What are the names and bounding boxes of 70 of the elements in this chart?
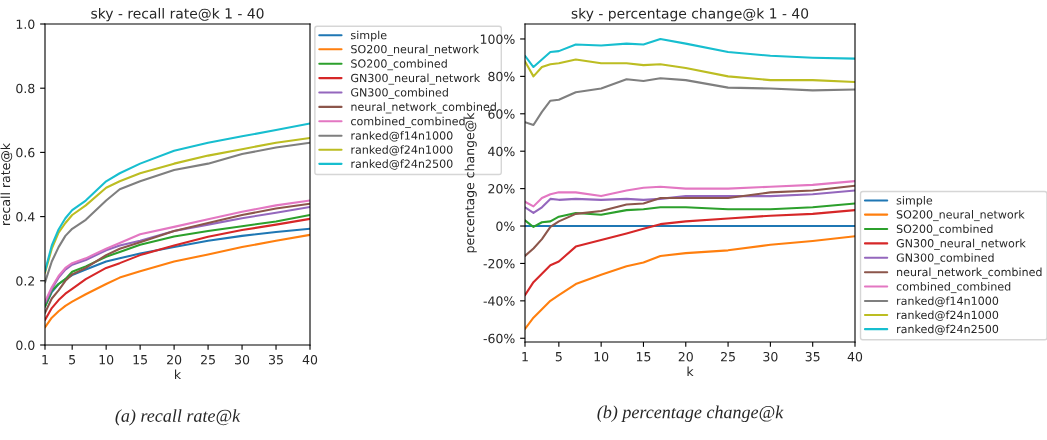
line-series (525, 58, 855, 84)
x-tick-label: 1 (42, 355, 48, 365)
line-series (525, 209, 855, 297)
y-tick-label: 1.0 (16, 19, 35, 29)
chart-title: sky - percentage change@k 1 - 40 (571, 7, 809, 22)
x-tick-label: 15 (636, 352, 651, 362)
y-axis-title: recall rate@k (0, 142, 13, 225)
x-tick-label: 5 (555, 352, 562, 362)
legend-label: ranked@f14n1000 (897, 296, 999, 307)
y-tick-label: -40% (483, 296, 515, 306)
line-series (525, 189, 855, 214)
x-tick-label: 40 (847, 351, 863, 362)
legend-label: SO200_neural_network (896, 210, 1025, 222)
x-tick-label: 25 (721, 351, 735, 362)
x-tick-label: 15 (133, 355, 147, 365)
legend-label: SO200_neural_network (351, 44, 480, 56)
x-tick-label: 10 (594, 351, 609, 362)
legend-label: ranked@f24n1000 (897, 310, 999, 321)
x-tick-label: 20 (678, 351, 693, 362)
line-series (525, 184, 855, 257)
line-series (525, 202, 855, 228)
line-series (525, 37, 855, 69)
x-tick-label: 30 (235, 354, 250, 365)
x-tick-label: 40 (302, 354, 318, 365)
legend-label: combined_combined (351, 116, 465, 128)
text: (a) recall rate@k (115, 409, 241, 426)
y-tick-label: 0.2 (16, 276, 35, 286)
legend-label: ranked@f24n2500 (351, 159, 453, 170)
y-tick-label: 0.0 (16, 340, 35, 350)
x-tick-label: 30 (763, 351, 778, 362)
legend-label: simple (896, 195, 933, 207)
y-axis-title: percentage change@k (464, 112, 477, 253)
legend-label: GN300_combined (896, 253, 994, 265)
line-series (525, 180, 855, 208)
y-tick-label: -20% (483, 258, 515, 269)
legend-label: GN300_neural_network (351, 73, 481, 85)
y-tick-label: 80% (488, 71, 515, 82)
x-tick-label: 35 (269, 354, 283, 365)
line-series (45, 217, 310, 321)
legend-label: ranked@f24n1000 (351, 145, 453, 156)
y-tick-label: 100% (480, 34, 515, 44)
x-tick-label: 5 (69, 355, 76, 365)
legend-label: combined_combined (896, 282, 1011, 294)
x-tick-label: 20 (167, 354, 182, 365)
legend-label: SO200_combined (896, 224, 993, 236)
chart-title: sky - recall rate@k 1 - 40 (91, 7, 264, 22)
x-tick-label: 1 (522, 352, 528, 362)
y-tick-label: 0.6 (16, 147, 35, 158)
y-tick-label: 40% (488, 146, 515, 157)
y-tick-label: 0% (496, 221, 515, 231)
y-tick-label: 0.8 (16, 83, 35, 94)
x-tick-label: 25 (201, 354, 215, 365)
legend-label: ranked@f14n1000 (351, 131, 453, 142)
legend-label: simple (351, 30, 387, 42)
line-series (525, 77, 855, 127)
text: (b) percentage change@k (597, 405, 784, 422)
legend-label: SO200_combined (351, 59, 447, 71)
x-tick-label: 10 (99, 354, 114, 365)
y-tick-label: 0.4 (16, 212, 35, 222)
y-tick-label: -60% (483, 333, 515, 344)
legend-label: ranked@f24n2500 (897, 324, 999, 335)
line-series (525, 235, 855, 330)
line-series (45, 233, 310, 329)
legend-label: GN300_neural_network (896, 238, 1026, 250)
x-tick-label: 35 (805, 351, 820, 362)
legend-label: GN300_combined (351, 87, 448, 99)
legend-label: neural_network_combined (897, 267, 1042, 279)
x-axis-title: k (687, 366, 694, 377)
y-tick-label: 20% (488, 184, 515, 194)
x-axis-title: k (175, 369, 182, 380)
